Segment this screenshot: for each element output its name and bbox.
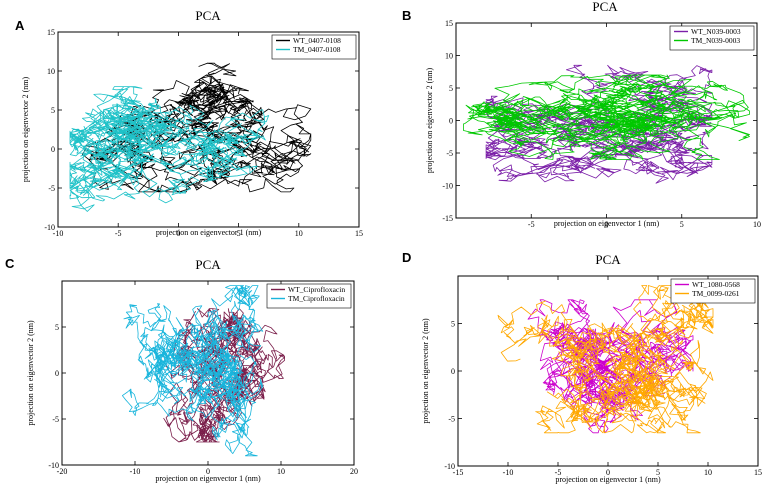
y-tick-label: 0 xyxy=(55,369,59,378)
x-axis-label: projection on eigenvector 1 (nm) xyxy=(156,228,262,237)
chart-title: PCA xyxy=(592,0,618,14)
x-tick-label: 0 xyxy=(606,468,610,477)
y-axis-label: projection on eigenvector 2 (nm) xyxy=(421,318,430,424)
chart-title: PCA xyxy=(195,257,221,272)
x-tick-label: 20 xyxy=(350,467,358,476)
y-tick-label: -10 xyxy=(442,182,453,191)
x-axis-label: projection on eigenvector 1 (nm) xyxy=(554,219,660,228)
series-line-wt xyxy=(527,299,694,434)
x-tick-label: -10 xyxy=(53,229,64,238)
legend xyxy=(670,278,756,304)
legend-entry: WT_0407-0108 xyxy=(293,36,341,45)
legend-entry: WT_1080-0568 xyxy=(692,280,740,289)
x-tick-label: 10 xyxy=(704,468,712,477)
y-tick-label: -15 xyxy=(442,214,453,223)
y-tick-label: 15 xyxy=(47,28,55,37)
y-tick-label: 0 xyxy=(51,145,55,154)
y-axis-label: projection on eigenvector 2 (nm) xyxy=(26,320,35,426)
y-tick-label: 5 xyxy=(449,84,453,93)
series-group xyxy=(463,64,750,184)
panel-B: B PCA -5 0 5 10 -15 -10 -5 0 5 10 15 projection on ei… xyxy=(402,0,761,229)
x-tick-label: 15 xyxy=(355,229,363,238)
series-group xyxy=(122,285,285,457)
x-tick-label: -10 xyxy=(503,468,514,477)
x-axis-label: projection on eigenvector 1 (nm) xyxy=(155,474,261,483)
panel-A: A PCA -10 -5 0 5 10 15 -10 -5 0 5 10 15 projection on … xyxy=(15,8,363,238)
x-tick-label: 15 xyxy=(754,468,762,477)
legend-entry: WT_Ciprofloxacin xyxy=(288,285,345,294)
x-tick-label: -10 xyxy=(130,467,141,476)
x-tick-label: -5 xyxy=(555,468,562,477)
plot-frame xyxy=(57,31,360,228)
y-tick-label: -5 xyxy=(448,415,455,424)
series-line-tm xyxy=(69,86,270,212)
x-axis-label: projection on eigenvector 1 (nm) xyxy=(555,475,661,484)
y-tick-label: -5 xyxy=(52,415,59,424)
y-tick-label: 10 xyxy=(445,52,453,61)
y-tick-label: 5 xyxy=(451,320,455,329)
x-tick-label: -15 xyxy=(453,468,464,477)
y-tick-label: 15 xyxy=(445,19,453,28)
chart-title: PCA xyxy=(595,252,621,267)
x-tick-label: -5 xyxy=(528,220,535,229)
y-tick-label: 0 xyxy=(449,117,453,126)
y-tick-label: -5 xyxy=(446,149,453,158)
y-tick-label: -10 xyxy=(444,462,455,471)
x-tick-label: 10 xyxy=(277,467,285,476)
legend xyxy=(669,25,755,51)
x-tick-label: 0 xyxy=(176,229,180,238)
panel-letter: D xyxy=(402,250,411,265)
y-axis-label: projection on eigenvector 2 (nm) xyxy=(425,68,434,174)
legend-entry: WT_N039-0003 xyxy=(691,27,741,36)
y-tick-label: 0 xyxy=(451,367,455,376)
series-line-tm xyxy=(463,74,750,160)
y-tick-label: 10 xyxy=(47,67,55,76)
x-tick-label: 5 xyxy=(237,229,241,238)
y-tick-label: 5 xyxy=(51,106,55,115)
y-tick-label: -10 xyxy=(48,461,59,470)
legend xyxy=(266,283,352,309)
x-tick-label: 5 xyxy=(656,468,660,477)
y-tick-label: 5 xyxy=(55,323,59,332)
legend-entry: TM_Ciprofloxacin xyxy=(288,294,345,303)
panel-letter: B xyxy=(402,8,411,23)
x-tick-label: 0 xyxy=(206,467,210,476)
legend-entry: TM_N039-0003 xyxy=(691,36,740,45)
x-tick-label: 10 xyxy=(295,229,303,238)
legend xyxy=(271,34,357,60)
series-group xyxy=(69,62,312,212)
series-line-tm xyxy=(497,285,714,434)
x-tick-label: 0 xyxy=(605,220,609,229)
series-group xyxy=(497,285,714,434)
x-tick-label: 5 xyxy=(680,220,684,229)
series-line-tm xyxy=(122,285,264,457)
panel-letter: A xyxy=(15,18,25,33)
x-tick-label: 10 xyxy=(753,220,761,229)
y-tick-label: -5 xyxy=(48,184,55,193)
x-tick-label: -5 xyxy=(115,229,122,238)
legend-entry: TM_0407-0108 xyxy=(293,45,341,54)
legend-entry: TM_0099-0261 xyxy=(692,289,740,298)
y-axis-label: projection on eigenvector 2 (nm) xyxy=(21,77,30,183)
x-tick-label: -20 xyxy=(57,467,68,476)
panel-letter: C xyxy=(5,256,15,271)
chart-title: PCA xyxy=(195,8,221,23)
y-tick-label: -10 xyxy=(44,223,55,232)
